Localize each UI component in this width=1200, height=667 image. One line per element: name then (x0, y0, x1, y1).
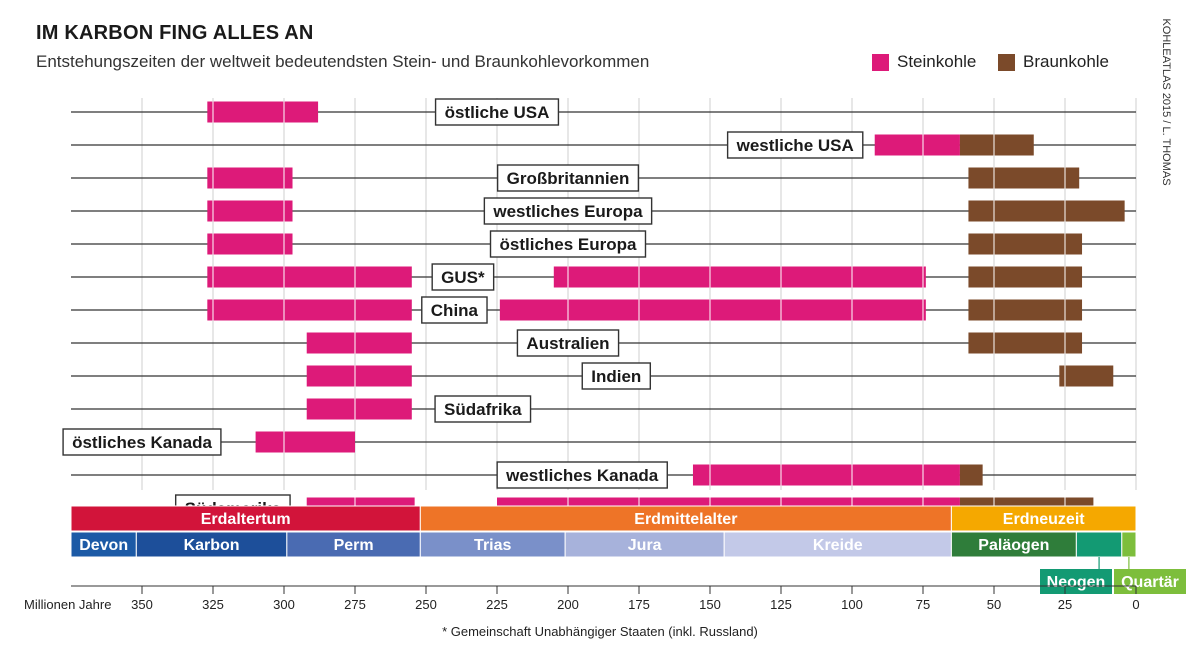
era-erdneuzeit (950, 505, 1137, 532)
period-label-jura: Jura (628, 537, 662, 554)
period-devon (70, 531, 137, 558)
chart-subtitle: Entstehungszeiten der weltweit bedeutend… (36, 52, 650, 71)
epoch-label-quartär: Quartär (1121, 574, 1179, 591)
bar-braunkohle-östliches-europa-1 (968, 233, 1083, 255)
row-label-westliches-kanada: westliches Kanada (505, 466, 659, 485)
legend-item-steinkohle: Steinkohle (872, 52, 976, 72)
legend-swatch-braunkohle (998, 53, 1015, 71)
bar-braunkohle-westliche-usa-1 (959, 134, 1034, 156)
row-label-box-südafrika (434, 395, 532, 423)
x-tick-label-0: 0 (1132, 597, 1139, 612)
x-tick-label-300: 300 (273, 597, 295, 612)
row-label-östliches-europa: östliches Europa (500, 235, 638, 254)
x-tick-label-150: 150 (699, 597, 721, 612)
row-label-box-westliches-europa (483, 197, 653, 225)
x-tick-label-100: 100 (841, 597, 863, 612)
period-label-kreide: Kreide (813, 537, 863, 554)
period-label-trias: Trias (474, 537, 511, 554)
row-label-box-östliches-kanada (62, 428, 222, 456)
x-tick-label-250: 250 (415, 597, 437, 612)
row-label-box-australien (516, 329, 620, 357)
row-label-box-westliche-usa (726, 131, 864, 159)
footnote: * Gemeinschaft Unabhängiger Staaten (ink… (442, 624, 758, 639)
bar-steinkohle-australien-0 (306, 332, 412, 354)
era-label-erdneuzeit: Erdneuzeit (1003, 511, 1085, 528)
bar-braunkohle-china-2 (968, 299, 1083, 321)
row-label-gus: GUS* (441, 268, 485, 287)
period-label-paläogen: Paläogen (978, 537, 1049, 554)
bar-braunkohle-australien-1 (968, 332, 1083, 354)
row-label-westliche-usa: westliche USA (736, 136, 854, 155)
era-label-erdaltertum: Erdaltertum (201, 511, 291, 528)
bar-steinkohle-china-0 (207, 299, 412, 321)
row-label-box-großbritannien (496, 164, 640, 192)
period-label-devon: Devon (79, 537, 128, 554)
bar-steinkohle-westliches-europa-0 (207, 200, 293, 222)
x-tick-label-50: 50 (987, 597, 1001, 612)
row-label-box-östliches-europa (489, 230, 647, 258)
row-label-südafrika: Südafrika (444, 400, 522, 419)
row-label-östliche-usa: östliche USA (445, 103, 550, 122)
row-label-australien: Australien (526, 334, 609, 353)
x-tick-label-25: 25 (1058, 597, 1072, 612)
x-tick-label-75: 75 (916, 597, 930, 612)
bar-steinkohle-indien-0 (306, 365, 412, 387)
x-tick-label-275: 275 (344, 597, 366, 612)
era-label-erdmittelalter: Erdmittelalter (634, 511, 737, 528)
x-tick-label-200: 200 (557, 597, 579, 612)
legend-label-steinkohle: Steinkohle (897, 52, 977, 71)
bar-steinkohle-china-1 (499, 299, 926, 321)
legend-item-braunkohle: Braunkohle (998, 52, 1109, 72)
bar-steinkohle-großbritannien-0 (207, 167, 293, 189)
legend-swatch-steinkohle (872, 53, 889, 71)
bar-braunkohle-gus-2 (968, 266, 1083, 288)
row-label-großbritannien: Großbritannien (507, 169, 630, 188)
row-label-box-östliche-usa (434, 98, 560, 126)
x-tick-label-175: 175 (628, 597, 650, 612)
bar-steinkohle-östliche-usa-0 (207, 101, 319, 123)
row-label-china: China (431, 301, 479, 320)
epoch-box-quartär (1114, 569, 1186, 594)
x-tick-label-325: 325 (202, 597, 224, 612)
period-paläogen (950, 531, 1077, 558)
row-label-östliches-kanada: östliches Kanada (72, 433, 212, 452)
bar-steinkohle-gus-0 (207, 266, 412, 288)
row-label-westliches-europa: westliches Europa (492, 202, 643, 221)
bar-braunkohle-großbritannien-1 (968, 167, 1080, 189)
chart-title: IM KARBON FING ALLES AN (36, 22, 314, 44)
bar-steinkohle-westliches-kanada-0 (692, 464, 960, 486)
era-erdaltertum (70, 505, 421, 532)
row-label-box-westliches-kanada (496, 461, 668, 489)
bar-steinkohle-östliches-europa-0 (207, 233, 293, 255)
legend-label-braunkohle: Braunkohle (1023, 52, 1110, 71)
bar-steinkohle-östliches-kanada-0 (255, 431, 355, 453)
epoch-box-neogen (1040, 569, 1112, 594)
period-label-karbon: Karbon (184, 537, 240, 554)
row-label-box-gus (431, 263, 495, 291)
bar-steinkohle-westliche-usa-0 (874, 134, 960, 156)
x-tick-label-225: 225 (486, 597, 508, 612)
row-label-box-china (421, 296, 488, 324)
era-erdmittelalter (419, 505, 952, 532)
bar-steinkohle-gus-1 (553, 266, 926, 288)
period-perm (286, 531, 421, 558)
x-tick-label-350: 350 (131, 597, 153, 612)
epoch-label-neogen: Neogen (1047, 574, 1106, 591)
period-trias (419, 531, 566, 558)
x-axis-label: Millionen Jahre (24, 597, 111, 612)
bar-braunkohle-westliches-europa-1 (968, 200, 1125, 222)
bar-braunkohle-indien-1 (1059, 365, 1114, 387)
period-kreide (723, 531, 952, 558)
x-tick-label-125: 125 (770, 597, 792, 612)
period-label-perm: Perm (334, 537, 374, 554)
period-segment-7 (1075, 531, 1123, 558)
row-label-box-indien (581, 362, 652, 390)
period-segment-8 (1121, 531, 1137, 558)
bar-steinkohle-südafrika-0 (306, 398, 412, 420)
bar-braunkohle-westliches-kanada-1 (959, 464, 983, 486)
row-label-indien: Indien (591, 367, 641, 386)
